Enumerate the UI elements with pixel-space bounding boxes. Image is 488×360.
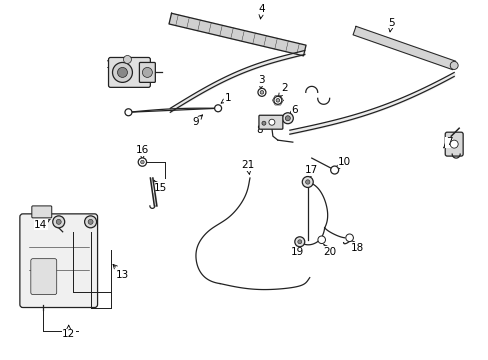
Circle shape [268, 119, 274, 125]
Text: 2: 2 [278, 84, 287, 98]
FancyBboxPatch shape [108, 58, 150, 87]
Text: 17: 17 [305, 165, 318, 179]
Circle shape [262, 121, 265, 125]
Text: 4: 4 [258, 4, 264, 19]
Circle shape [141, 160, 144, 164]
FancyBboxPatch shape [20, 214, 98, 307]
Circle shape [260, 91, 263, 94]
FancyBboxPatch shape [139, 62, 155, 82]
Circle shape [138, 158, 146, 166]
Text: 10: 10 [335, 157, 350, 170]
FancyBboxPatch shape [31, 259, 57, 294]
Circle shape [56, 219, 61, 224]
Circle shape [305, 180, 309, 184]
Circle shape [142, 67, 152, 77]
Text: 15: 15 [153, 180, 166, 193]
Text: 6: 6 [288, 105, 298, 116]
Circle shape [84, 216, 96, 228]
Text: 16: 16 [136, 145, 149, 159]
Text: 8: 8 [256, 124, 265, 135]
Circle shape [345, 234, 353, 242]
Text: 3: 3 [258, 75, 264, 89]
Text: 14: 14 [34, 219, 50, 230]
Circle shape [276, 99, 279, 102]
Circle shape [330, 166, 338, 174]
Text: 7: 7 [443, 137, 451, 148]
FancyBboxPatch shape [444, 132, 462, 156]
Circle shape [294, 237, 304, 247]
Polygon shape [169, 13, 305, 56]
Circle shape [117, 67, 127, 77]
Circle shape [214, 105, 221, 112]
Circle shape [273, 96, 281, 104]
Text: 9: 9 [191, 115, 202, 127]
Circle shape [285, 116, 290, 121]
Text: 20: 20 [323, 244, 336, 257]
Circle shape [297, 240, 301, 244]
Circle shape [449, 140, 457, 148]
Circle shape [112, 62, 132, 82]
Text: 1: 1 [221, 93, 231, 103]
Circle shape [258, 88, 265, 96]
Polygon shape [352, 26, 455, 70]
Text: 5: 5 [387, 18, 394, 32]
Circle shape [88, 219, 93, 224]
Circle shape [125, 109, 132, 116]
Text: 18: 18 [349, 240, 364, 253]
Text: 19: 19 [290, 243, 304, 257]
Circle shape [449, 62, 457, 69]
Circle shape [53, 216, 64, 228]
Text: 13: 13 [113, 264, 129, 280]
Text: 12: 12 [62, 325, 75, 339]
FancyBboxPatch shape [32, 206, 52, 218]
Circle shape [282, 113, 293, 124]
Circle shape [123, 55, 131, 63]
Circle shape [317, 236, 325, 244]
Circle shape [302, 176, 313, 188]
FancyBboxPatch shape [259, 115, 282, 129]
Text: 11: 11 [106, 60, 120, 73]
Text: 21: 21 [241, 160, 254, 174]
